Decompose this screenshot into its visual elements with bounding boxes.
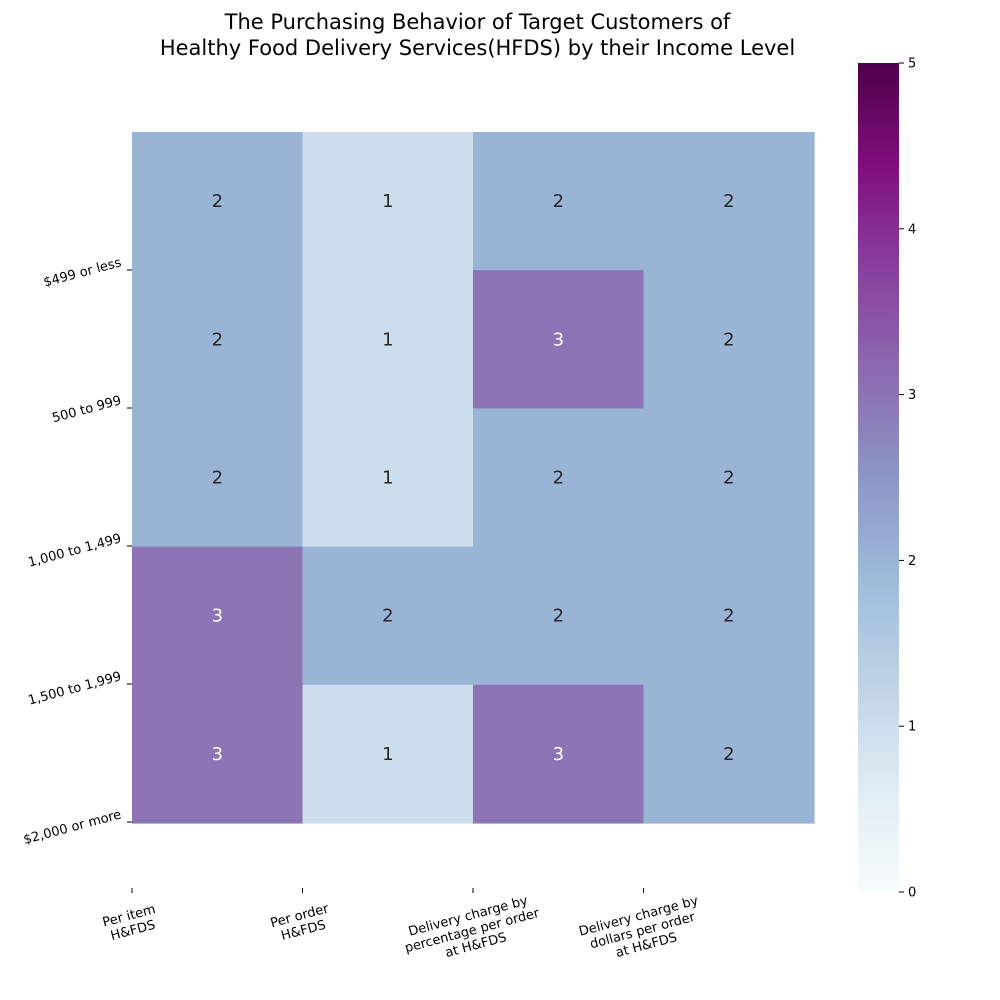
y-tick-label: 500 to 999 — [51, 393, 123, 426]
heatmap-cell — [302, 408, 474, 548]
colorbar: 0 1 2 3 4 5 — [858, 57, 916, 901]
cell-value-label: 2 — [553, 606, 564, 627]
heatmap-cell — [473, 270, 645, 409]
colorbar-tick-label: 3 — [908, 388, 916, 403]
colorbar-gradient — [858, 63, 899, 892]
heatmap-cell — [643, 270, 815, 409]
colorbar-tick-label: 5 — [908, 57, 916, 72]
cell-value-label: 2 — [212, 191, 223, 212]
cell-value-label: 1 — [382, 329, 393, 350]
x-tick-label: Delivery charge bypercentage per orderat… — [399, 891, 545, 970]
heatmap-cell — [302, 132, 474, 271]
heatmap-cells — [132, 132, 815, 824]
heatmap-cell-labels: 2 1 2 2 2 1 3 2 2 1 2 2 3 2 2 2 3 1 3 2 — [212, 191, 735, 765]
heatmap-cell — [643, 684, 815, 824]
heatmap-cell — [132, 684, 304, 824]
heatmap-cell — [473, 684, 645, 824]
heatmap-cell — [643, 408, 815, 548]
heatmap-cell — [132, 270, 304, 409]
heatmap-cell — [132, 132, 304, 271]
x-axis: Per itemH&FDS Per orderH&FDS Delivery char… — [101, 888, 708, 970]
cell-value-label: 2 — [212, 468, 223, 489]
cell-value-label: 2 — [723, 191, 734, 212]
y-tick-label: 1,500 to 1,999 — [27, 669, 123, 708]
x-tick-label: Per orderH&FDS — [269, 901, 335, 946]
heatmap-cell — [473, 132, 645, 271]
heatmap-cell — [473, 546, 645, 686]
y-tick-label: $2,000 or more — [22, 807, 123, 848]
colorbar-tick-label: 2 — [908, 554, 916, 569]
cell-value-label: 1 — [382, 468, 393, 489]
colorbar-tick-label: 4 — [908, 222, 916, 237]
x-tick-label: Delivery charge bydollars per orderat H&… — [577, 893, 708, 968]
cell-value-label: 3 — [553, 744, 564, 765]
heatmap-cell — [302, 684, 474, 824]
cell-value-label: 2 — [723, 606, 734, 627]
cell-value-label: 2 — [723, 329, 734, 350]
cell-value-label: 1 — [382, 744, 393, 765]
chart-title-line-1: The Purchasing Behavior of Target Custom… — [224, 10, 731, 34]
cell-value-label: 2 — [212, 329, 223, 350]
colorbar-tick-label: 0 — [908, 886, 916, 901]
colorbar-tick-label: 1 — [908, 720, 916, 735]
cell-value-label: 2 — [553, 468, 564, 489]
heatmap-cell — [132, 546, 304, 686]
y-axis: $499 or less 500 to 999 1,000 to 1,499 1,50… — [22, 255, 132, 848]
chart-title-line-2: Healthy Food Delivery Services(HFDS) by … — [159, 36, 796, 60]
heatmap-cell — [643, 546, 815, 686]
cell-value-label: 3 — [553, 329, 564, 350]
cell-value-label: 3 — [212, 744, 223, 765]
cell-value-label: 2 — [723, 468, 734, 489]
heatmap-cell — [302, 546, 474, 686]
heatmap-cell — [302, 270, 474, 409]
y-tick-label: 1,000 to 1,499 — [27, 531, 123, 570]
x-tick-label: Per itemH&FDS — [101, 902, 161, 945]
heatmap-cell — [473, 408, 645, 548]
cell-value-label: 2 — [382, 606, 393, 627]
cell-value-label: 1 — [382, 191, 393, 212]
cell-value-label: 2 — [553, 191, 564, 212]
cell-value-label: 3 — [212, 606, 223, 627]
heatmap-cell — [643, 132, 815, 271]
heatmap-cell — [132, 408, 304, 548]
y-tick-label: $499 or less — [42, 255, 123, 290]
cell-value-label: 2 — [723, 744, 734, 765]
